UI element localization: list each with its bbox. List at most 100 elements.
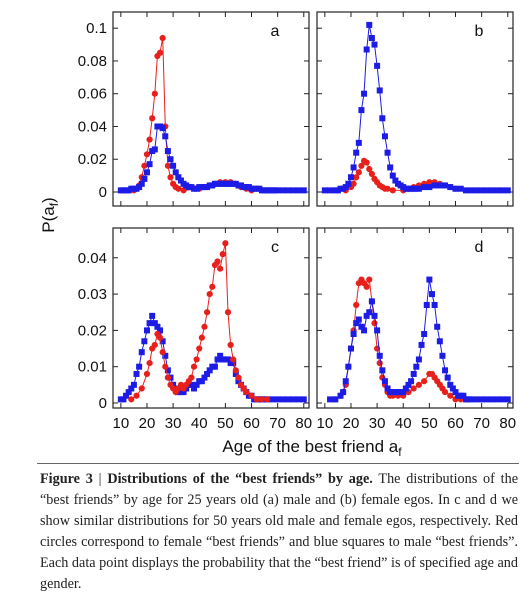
data-point-male xyxy=(494,187,501,194)
data-point-male xyxy=(473,396,480,403)
data-point-male xyxy=(146,161,153,168)
data-point-male xyxy=(128,385,135,392)
data-point-female xyxy=(368,170,375,178)
data-point-male xyxy=(368,298,375,305)
data-point-female xyxy=(156,49,164,56)
data-point-female xyxy=(219,251,226,258)
data-point-female xyxy=(227,341,234,349)
data-point-male xyxy=(421,184,428,191)
data-point-male xyxy=(478,187,485,194)
data-point-male xyxy=(379,367,386,374)
data-point-male xyxy=(149,312,156,319)
data-point-male xyxy=(421,331,428,338)
data-point-male xyxy=(392,177,399,184)
data-point-female xyxy=(232,367,239,374)
y-tick-label: 0.06 xyxy=(78,86,107,103)
data-point-male xyxy=(418,341,425,348)
data-point-male xyxy=(478,396,485,403)
data-point-female xyxy=(353,174,360,181)
data-point-male xyxy=(431,182,438,189)
x-tick-label: 30 xyxy=(165,415,182,432)
data-point-male xyxy=(279,396,286,403)
data-point-male xyxy=(439,352,446,359)
data-point-male xyxy=(347,345,354,352)
data-point-male xyxy=(350,164,357,171)
x-tick-label: 40 xyxy=(395,415,412,432)
data-point-female xyxy=(355,169,362,176)
data-point-female xyxy=(426,179,433,186)
data-point-male xyxy=(387,164,394,171)
data-point-female xyxy=(151,341,158,349)
data-point-female xyxy=(143,151,151,158)
data-point-female xyxy=(151,90,158,97)
data-point-male xyxy=(224,356,231,363)
data-point-male xyxy=(355,139,362,146)
data-point-female xyxy=(222,240,229,247)
data-point-male xyxy=(269,396,276,403)
data-point-female xyxy=(146,359,153,367)
data-point-male xyxy=(452,185,459,192)
panel-d: 10 20 30 40 50 60 70 80 d xyxy=(316,227,516,432)
data-point-male xyxy=(402,385,409,392)
data-point-male xyxy=(408,378,415,385)
data-point-male xyxy=(141,338,148,345)
data-point-male xyxy=(342,184,349,191)
data-point-male xyxy=(167,156,174,163)
data-point-male xyxy=(217,352,224,359)
data-point-male xyxy=(285,396,292,403)
data-point-male xyxy=(504,396,511,403)
data-point-male xyxy=(327,396,334,403)
panel-d-frame xyxy=(316,227,514,409)
panel-c-frame xyxy=(112,227,310,409)
data-point-male xyxy=(415,185,422,192)
data-point-male xyxy=(327,187,334,194)
data-point-male xyxy=(151,320,158,327)
data-point-male xyxy=(345,363,352,370)
data-point-male xyxy=(162,352,169,359)
x-tick-label: 70 xyxy=(269,415,286,432)
data-point-male xyxy=(368,35,375,42)
data-point-male xyxy=(300,396,307,403)
panel-letter-a: a xyxy=(271,23,280,40)
data-point-male xyxy=(361,327,368,334)
data-point-male xyxy=(415,356,422,363)
data-point-female xyxy=(366,276,373,283)
data-point-female xyxy=(175,185,182,192)
data-point-male xyxy=(413,363,420,370)
data-point-male xyxy=(384,385,391,392)
x-tick-label: 60 xyxy=(447,415,464,432)
y-tick-label: 0.04 xyxy=(78,250,107,267)
data-point-male xyxy=(423,301,430,308)
x-tick-label: 80 xyxy=(499,415,516,432)
data-point-female xyxy=(159,349,166,356)
data-point-male xyxy=(290,187,297,194)
data-point-male xyxy=(400,389,407,396)
data-point-male xyxy=(170,162,177,169)
data-point-female xyxy=(230,356,237,363)
x-axis-label: Age of the best friend af xyxy=(222,437,402,459)
data-point-female xyxy=(224,309,232,316)
data-point-male xyxy=(154,323,161,330)
y-tick-label: 0.04 xyxy=(78,118,107,135)
data-point-male xyxy=(489,396,496,403)
data-point-male xyxy=(172,169,179,176)
data-point-male xyxy=(447,184,454,191)
data-point-male xyxy=(342,378,349,385)
caption-body: The distributions of the “best friends” … xyxy=(40,471,519,592)
panel-letter-d: d xyxy=(475,239,484,256)
data-point-female xyxy=(188,374,195,381)
data-point-female xyxy=(363,159,370,166)
data-point-male xyxy=(483,396,490,403)
data-point-female xyxy=(164,162,171,169)
x-axis-label-subscript: f xyxy=(398,445,402,459)
data-point-male xyxy=(290,396,297,403)
data-point-female xyxy=(253,396,260,403)
data-point-female xyxy=(162,363,169,370)
data-point-male xyxy=(374,62,381,69)
data-point-male xyxy=(211,363,218,370)
data-point-male xyxy=(198,378,205,385)
data-point-male xyxy=(355,316,362,323)
data-point-male xyxy=(274,187,281,194)
data-point-male xyxy=(300,187,307,194)
data-point-male xyxy=(350,331,357,338)
